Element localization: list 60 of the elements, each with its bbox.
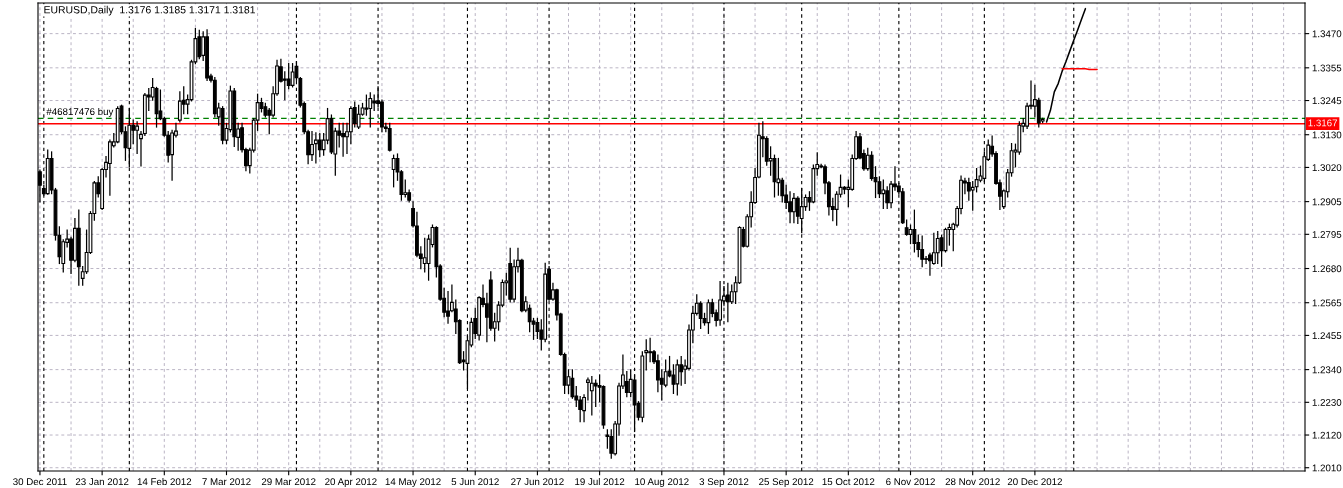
candlestick xyxy=(535,317,540,340)
y-tick-label: 1.3470 xyxy=(1312,30,1342,38)
x-tick-label: 23 Jan 2012 xyxy=(75,478,129,486)
candlestick xyxy=(776,157,781,196)
candlestick xyxy=(589,376,594,416)
y-tick-label: 1.2230 xyxy=(1312,399,1342,406)
x-tick-label: 29 Mar 2012 xyxy=(261,478,316,486)
y-tick-label: 1.2010 xyxy=(1312,464,1342,472)
candlestick xyxy=(912,209,917,253)
y-tick-label: 1.3245 xyxy=(1312,97,1342,105)
candlestick xyxy=(197,29,202,60)
candlestick xyxy=(135,121,140,155)
candlestick xyxy=(364,94,369,116)
candlestick xyxy=(881,179,886,210)
y-tick-label: 1.3020 xyxy=(1312,164,1342,172)
x-tick-label: 20 Dec 2012 xyxy=(1007,478,1062,486)
y-tick-label: 1.2120 xyxy=(1312,431,1342,439)
x-tick-label: 3 Sep 2012 xyxy=(699,478,749,488)
candlestick xyxy=(935,231,940,265)
x-tick-label: 15 Oct 2012 xyxy=(822,478,875,486)
candlestick xyxy=(310,131,314,161)
x-tick-label: 5 Jun 2012 xyxy=(451,478,499,486)
x-tick-label: 10 Aug 2012 xyxy=(635,478,689,488)
y-tick-label: 1.2340 xyxy=(1312,366,1342,374)
x-tick-label: 25 Sep 2012 xyxy=(759,478,814,488)
chart-title: EURUSD,Daily 1.3176 1.3185 1.3171 1.3181 xyxy=(44,5,255,16)
ref-line-label: 1.3167 xyxy=(1308,119,1338,127)
y-tick-label: 1.2905 xyxy=(1312,198,1342,206)
candlestick xyxy=(671,364,676,395)
candlestick xyxy=(341,122,346,157)
y-tick-label: 1.2455 xyxy=(1312,332,1342,340)
candlestick xyxy=(974,167,979,193)
ref-line-label: #46817476 buy xyxy=(46,107,114,117)
x-tick-label: 6 Nov 2012 xyxy=(886,478,935,486)
candlestick xyxy=(131,119,136,145)
x-tick-label: 28 Nov 2012 xyxy=(945,478,1000,486)
candlestick xyxy=(286,63,291,90)
candlestick xyxy=(679,355,684,386)
x-tick-label: 14 Feb 2012 xyxy=(137,477,192,486)
x-tick-label: 20 Apr 2012 xyxy=(325,478,377,488)
y-tick-label: 1.2795 xyxy=(1312,231,1342,238)
candlestick xyxy=(675,359,680,396)
x-tick-label: 30 Dec 2011 xyxy=(13,478,67,486)
x-tick-label: 14 May 2012 xyxy=(385,478,441,488)
candlestick xyxy=(422,237,427,273)
candlestick xyxy=(313,132,318,164)
candlestick xyxy=(920,235,925,268)
y-tick-label: 1.2680 xyxy=(1312,265,1342,273)
y-tick-label: 1.2565 xyxy=(1312,299,1342,307)
y-tick-label: 1.3355 xyxy=(1312,64,1342,72)
candlestick xyxy=(698,301,703,329)
candlestick xyxy=(356,104,361,130)
candlestick xyxy=(792,192,796,224)
x-tick-label: 27 Jun 2012 xyxy=(511,478,564,486)
candlestick xyxy=(570,369,575,399)
candlestick xyxy=(663,359,668,388)
x-tick-label: 19 Jul 2012 xyxy=(575,477,625,486)
candlestick xyxy=(928,252,932,276)
x-tick-label: 7 Mar 2012 xyxy=(202,478,251,486)
y-tick-label: 1.3130 xyxy=(1312,131,1342,139)
